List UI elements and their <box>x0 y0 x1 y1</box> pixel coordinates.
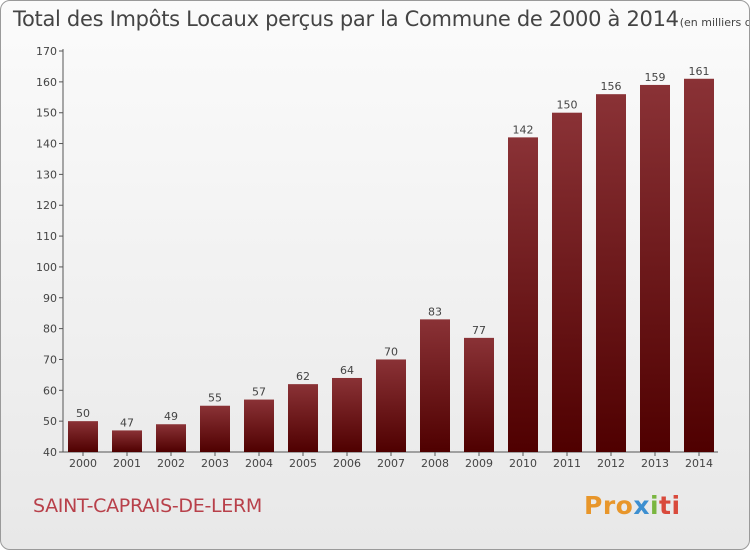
bar-value-label: 83 <box>428 305 442 318</box>
bar-value-label: 77 <box>472 324 486 337</box>
bar <box>200 405 230 452</box>
y-tick-label: 130 <box>36 168 57 181</box>
y-tick-label: 70 <box>43 353 57 366</box>
bar-value-label: 150 <box>557 99 578 112</box>
y-tick-label: 100 <box>36 261 57 274</box>
y-tick-label: 120 <box>36 199 57 212</box>
bar <box>288 384 318 452</box>
y-tick-label: 50 <box>43 415 57 428</box>
x-tick-label: 2007 <box>377 457 405 470</box>
bar-value-label: 156 <box>601 80 622 93</box>
y-tick-label: 60 <box>43 384 57 397</box>
x-tick-label: 2003 <box>201 457 229 470</box>
unit-note: (en milliers d'€) <box>679 16 749 29</box>
bar-value-label: 49 <box>164 410 178 423</box>
x-tick-label: 2010 <box>509 457 537 470</box>
bar-value-label: 70 <box>384 345 398 358</box>
bar-value-label: 64 <box>340 364 354 377</box>
commune-name: SAINT-CAPRAIS-DE-LERM <box>33 495 262 517</box>
bar <box>684 78 714 452</box>
bar-value-label: 50 <box>76 407 90 420</box>
axes: 40 50 60 70 80 90 100 110 120 130 140 150 160 170 2000… <box>36 45 718 470</box>
y-tick-label: 170 <box>36 45 57 58</box>
x-tick-label: 2004 <box>245 457 273 470</box>
data-labels: 50 47 49 55 57 62 64 70 83 77 142 150 156 159 161 <box>76 65 710 430</box>
y-tick-label: 160 <box>36 76 57 89</box>
x-tick-label: 2014 <box>685 457 713 470</box>
y-tick-label: 80 <box>43 323 57 336</box>
y-tick-label: 90 <box>43 292 57 305</box>
bar-value-label: 159 <box>645 71 666 84</box>
bar <box>376 359 406 452</box>
bar <box>68 421 98 452</box>
bar-value-label: 55 <box>208 392 222 405</box>
title-text: Total des Impôts Locaux perçus par la Co… <box>13 7 679 31</box>
x-tick-label: 2008 <box>421 457 449 470</box>
x-tick-label: 2013 <box>641 457 669 470</box>
bar <box>420 319 450 452</box>
bar <box>112 430 142 452</box>
x-tick-label: 2011 <box>553 457 581 470</box>
bar <box>508 137 538 452</box>
bar-value-label: 142 <box>513 123 534 136</box>
x-tick-label: 2001 <box>113 457 141 470</box>
bar <box>464 337 494 452</box>
bar-value-label: 161 <box>689 65 710 78</box>
x-tick-label: 2009 <box>465 457 493 470</box>
x-tick-label: 2006 <box>333 457 361 470</box>
proxiti-logo: Proxiti <box>584 491 681 520</box>
x-tick-label: 2005 <box>289 457 317 470</box>
bar <box>244 399 274 452</box>
bar-value-label: 62 <box>296 370 310 383</box>
bar-value-label: 47 <box>120 416 134 429</box>
bar <box>640 84 670 452</box>
bar <box>596 94 626 452</box>
bar <box>552 112 582 452</box>
y-tick-label: 140 <box>36 138 57 151</box>
x-tick-label: 2002 <box>157 457 185 470</box>
bars <box>68 78 714 452</box>
bar <box>332 377 362 452</box>
chart-title: Total des Impôts Locaux perçus par la Co… <box>13 7 749 31</box>
y-tick-label: 110 <box>36 230 57 243</box>
x-tick-label: 2012 <box>597 457 625 470</box>
y-tick-label: 40 <box>43 446 57 459</box>
x-tick-label: 2000 <box>69 457 97 470</box>
bar <box>156 424 186 452</box>
bar-value-label: 57 <box>252 386 266 399</box>
y-tick-label: 150 <box>36 107 57 120</box>
